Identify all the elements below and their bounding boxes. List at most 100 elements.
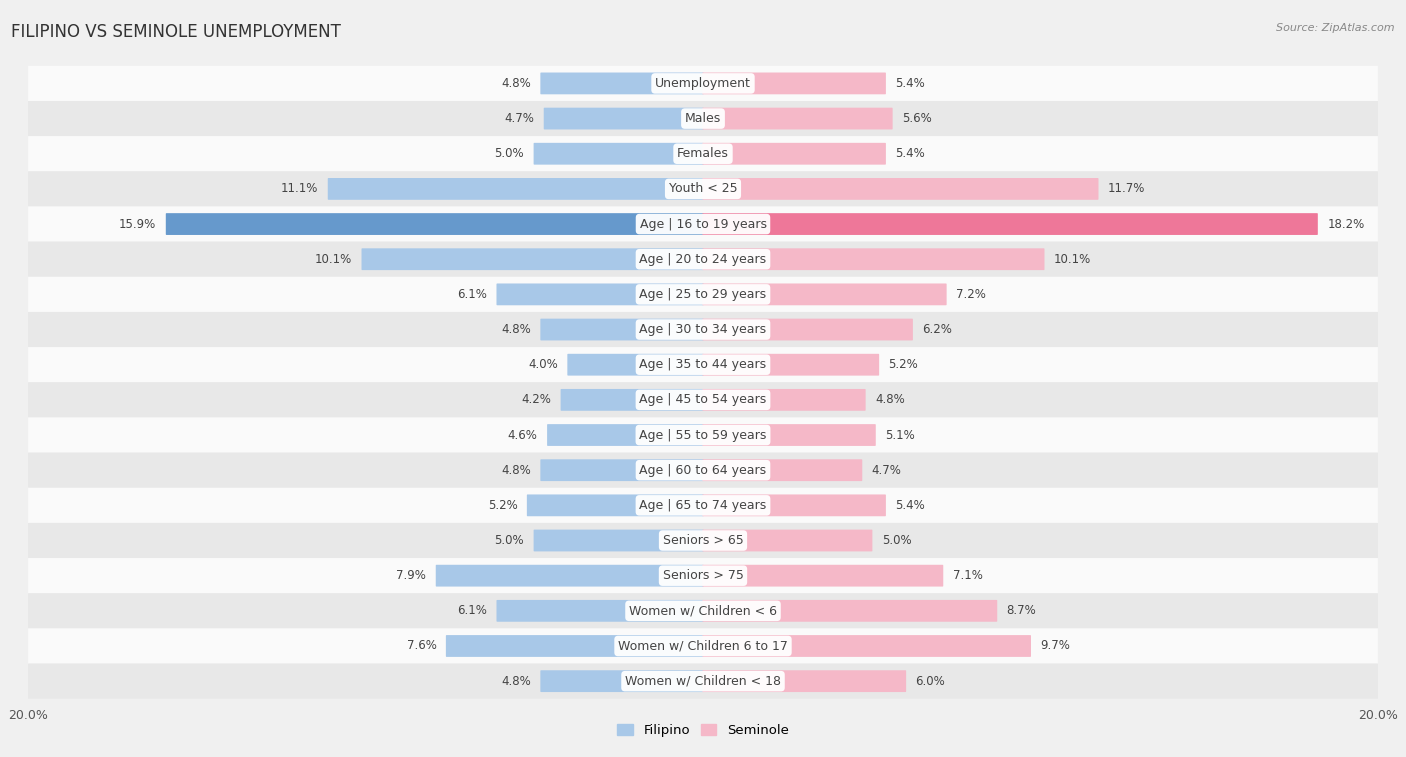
- Text: FILIPINO VS SEMINOLE UNEMPLOYMENT: FILIPINO VS SEMINOLE UNEMPLOYMENT: [11, 23, 342, 41]
- FancyBboxPatch shape: [28, 207, 1378, 241]
- FancyBboxPatch shape: [28, 277, 1378, 312]
- Text: Seniors > 65: Seniors > 65: [662, 534, 744, 547]
- Text: Age | 55 to 59 years: Age | 55 to 59 years: [640, 428, 766, 441]
- FancyBboxPatch shape: [703, 635, 1031, 657]
- Text: 6.0%: 6.0%: [915, 674, 945, 687]
- FancyBboxPatch shape: [703, 354, 879, 375]
- FancyBboxPatch shape: [703, 389, 866, 411]
- FancyBboxPatch shape: [28, 417, 1378, 453]
- FancyBboxPatch shape: [28, 136, 1378, 171]
- FancyBboxPatch shape: [703, 530, 872, 551]
- FancyBboxPatch shape: [28, 241, 1378, 277]
- FancyBboxPatch shape: [703, 565, 943, 587]
- Text: Males: Males: [685, 112, 721, 125]
- Text: 5.0%: 5.0%: [495, 148, 524, 160]
- FancyBboxPatch shape: [166, 213, 703, 235]
- Text: 4.6%: 4.6%: [508, 428, 537, 441]
- Text: Age | 25 to 29 years: Age | 25 to 29 years: [640, 288, 766, 301]
- Text: Age | 60 to 64 years: Age | 60 to 64 years: [640, 464, 766, 477]
- FancyBboxPatch shape: [540, 459, 703, 481]
- Text: Unemployment: Unemployment: [655, 77, 751, 90]
- FancyBboxPatch shape: [28, 382, 1378, 417]
- Text: 5.4%: 5.4%: [896, 77, 925, 90]
- Text: Age | 20 to 24 years: Age | 20 to 24 years: [640, 253, 766, 266]
- FancyBboxPatch shape: [328, 178, 703, 200]
- FancyBboxPatch shape: [496, 283, 703, 305]
- Text: 4.8%: 4.8%: [501, 464, 531, 477]
- Text: 4.8%: 4.8%: [501, 674, 531, 687]
- Text: Females: Females: [678, 148, 728, 160]
- Text: 5.2%: 5.2%: [889, 358, 918, 371]
- Text: Age | 35 to 44 years: Age | 35 to 44 years: [640, 358, 766, 371]
- Text: Seniors > 75: Seniors > 75: [662, 569, 744, 582]
- Text: 4.7%: 4.7%: [872, 464, 901, 477]
- Text: Women w/ Children < 6: Women w/ Children < 6: [628, 604, 778, 617]
- Text: 4.8%: 4.8%: [875, 394, 905, 407]
- Text: 5.2%: 5.2%: [488, 499, 517, 512]
- Text: 5.4%: 5.4%: [896, 499, 925, 512]
- Text: 4.8%: 4.8%: [501, 323, 531, 336]
- Text: Age | 45 to 54 years: Age | 45 to 54 years: [640, 394, 766, 407]
- FancyBboxPatch shape: [28, 664, 1378, 699]
- FancyBboxPatch shape: [703, 283, 946, 305]
- FancyBboxPatch shape: [28, 523, 1378, 558]
- Legend: Filipino, Seminole: Filipino, Seminole: [612, 719, 794, 743]
- Text: 6.1%: 6.1%: [457, 604, 486, 617]
- Text: Women w/ Children < 18: Women w/ Children < 18: [626, 674, 780, 687]
- Text: 5.0%: 5.0%: [882, 534, 911, 547]
- FancyBboxPatch shape: [28, 66, 1378, 101]
- FancyBboxPatch shape: [703, 670, 905, 692]
- FancyBboxPatch shape: [361, 248, 703, 270]
- FancyBboxPatch shape: [28, 558, 1378, 593]
- Text: 4.7%: 4.7%: [505, 112, 534, 125]
- FancyBboxPatch shape: [534, 530, 703, 551]
- FancyBboxPatch shape: [436, 565, 703, 587]
- Text: Source: ZipAtlas.com: Source: ZipAtlas.com: [1277, 23, 1395, 33]
- FancyBboxPatch shape: [703, 424, 876, 446]
- Text: 6.2%: 6.2%: [922, 323, 952, 336]
- FancyBboxPatch shape: [561, 389, 703, 411]
- FancyBboxPatch shape: [540, 670, 703, 692]
- FancyBboxPatch shape: [540, 319, 703, 341]
- FancyBboxPatch shape: [703, 459, 862, 481]
- Text: 7.6%: 7.6%: [406, 640, 436, 653]
- FancyBboxPatch shape: [28, 171, 1378, 207]
- FancyBboxPatch shape: [540, 73, 703, 95]
- FancyBboxPatch shape: [28, 101, 1378, 136]
- FancyBboxPatch shape: [703, 143, 886, 164]
- FancyBboxPatch shape: [28, 312, 1378, 347]
- FancyBboxPatch shape: [28, 453, 1378, 488]
- FancyBboxPatch shape: [28, 593, 1378, 628]
- FancyBboxPatch shape: [703, 600, 997, 621]
- Text: 15.9%: 15.9%: [120, 217, 156, 231]
- Text: 5.1%: 5.1%: [886, 428, 915, 441]
- Text: 4.0%: 4.0%: [529, 358, 558, 371]
- FancyBboxPatch shape: [547, 424, 703, 446]
- FancyBboxPatch shape: [703, 248, 1045, 270]
- FancyBboxPatch shape: [527, 494, 703, 516]
- Text: Women w/ Children 6 to 17: Women w/ Children 6 to 17: [619, 640, 787, 653]
- Text: Youth < 25: Youth < 25: [669, 182, 737, 195]
- FancyBboxPatch shape: [28, 628, 1378, 664]
- Text: 8.7%: 8.7%: [1007, 604, 1036, 617]
- Text: 11.7%: 11.7%: [1108, 182, 1146, 195]
- FancyBboxPatch shape: [703, 178, 1098, 200]
- FancyBboxPatch shape: [568, 354, 703, 375]
- FancyBboxPatch shape: [446, 635, 703, 657]
- FancyBboxPatch shape: [703, 494, 886, 516]
- FancyBboxPatch shape: [544, 107, 703, 129]
- FancyBboxPatch shape: [28, 488, 1378, 523]
- Text: Age | 30 to 34 years: Age | 30 to 34 years: [640, 323, 766, 336]
- Text: 5.4%: 5.4%: [896, 148, 925, 160]
- Text: 11.1%: 11.1%: [281, 182, 318, 195]
- Text: 18.2%: 18.2%: [1327, 217, 1364, 231]
- Text: 4.2%: 4.2%: [522, 394, 551, 407]
- FancyBboxPatch shape: [28, 347, 1378, 382]
- Text: 7.1%: 7.1%: [953, 569, 983, 582]
- FancyBboxPatch shape: [534, 143, 703, 164]
- Text: 10.1%: 10.1%: [1054, 253, 1091, 266]
- Text: 10.1%: 10.1%: [315, 253, 352, 266]
- Text: 9.7%: 9.7%: [1040, 640, 1070, 653]
- FancyBboxPatch shape: [703, 213, 1317, 235]
- Text: 6.1%: 6.1%: [457, 288, 486, 301]
